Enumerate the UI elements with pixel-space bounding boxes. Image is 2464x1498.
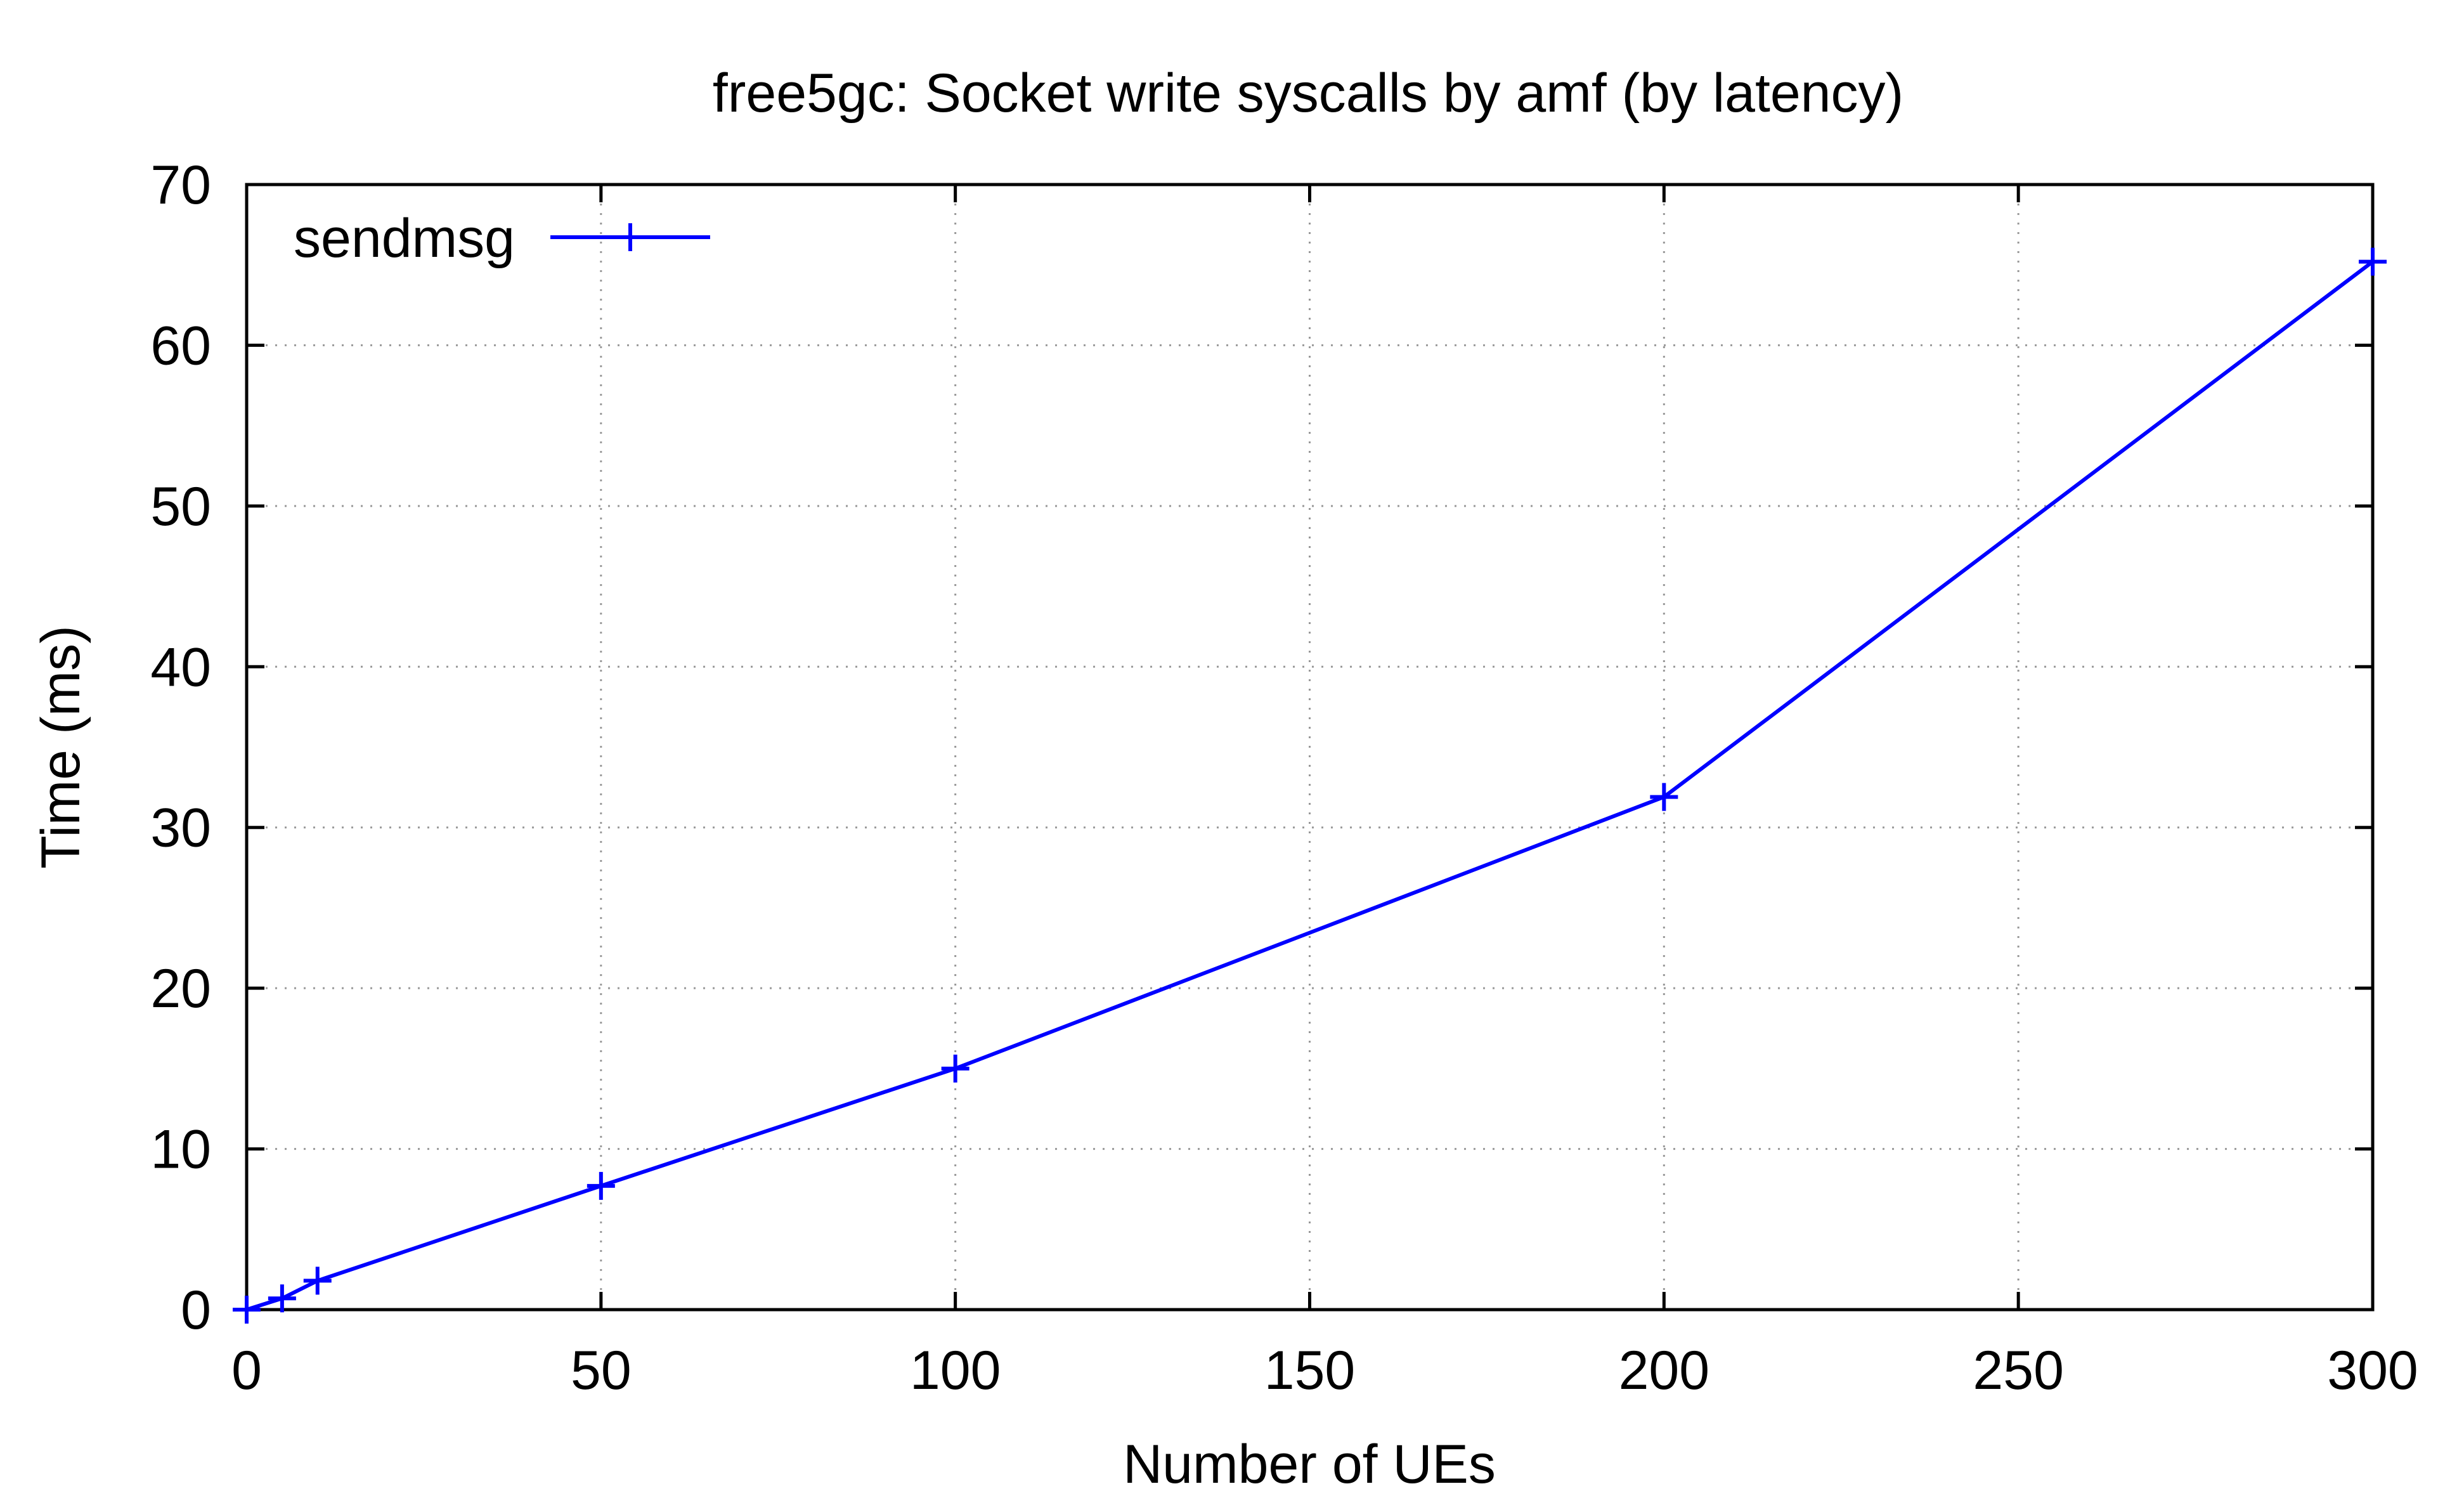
data-point-marker [233,1296,261,1324]
x-tick-label: 300 [2327,1340,2418,1401]
legend-marker-sendmsg [616,223,644,251]
x-axis-label: Number of UEs [1123,1434,1496,1495]
x-tick-label: 200 [1619,1340,1710,1401]
series-layer [233,247,2387,1324]
y-tick-label: 30 [150,798,211,859]
y-axis-label: Time (ms) [30,625,91,869]
data-point-marker [268,1284,296,1313]
x-tick-label: 250 [1973,1340,2064,1401]
x-tick-label: 150 [1264,1340,1356,1401]
y-tick-label: 60 [150,315,211,376]
x-tick-label: 0 [231,1340,262,1401]
y-tick-label: 40 [150,637,211,698]
y-tick-label: 20 [150,958,211,1019]
tick-labels: 0 50 100 150 200 250 300 0 10 20 30 40 50 60 70 [150,155,2418,1401]
y-tick-label: 10 [150,1119,211,1180]
data-point-marker [2359,247,2387,276]
legend-label-sendmsg: sendmsg [294,208,515,269]
data-point-marker [587,1171,615,1200]
legend: sendmsg [294,208,710,269]
x-tick-label: 50 [571,1340,632,1401]
y-tick-label: 50 [150,476,211,537]
chart-title: free5gc: Socket write syscalls by amf (b… [713,63,1903,124]
data-point-marker [303,1267,332,1295]
y-tick-label: 0 [181,1280,211,1341]
y-tick-label: 70 [150,155,211,216]
x-tick-label: 100 [910,1340,1001,1401]
gridlines [247,185,2373,1310]
plot-frame [245,183,2375,1312]
data-point-marker [1650,783,1678,811]
data-point-marker [941,1054,969,1083]
